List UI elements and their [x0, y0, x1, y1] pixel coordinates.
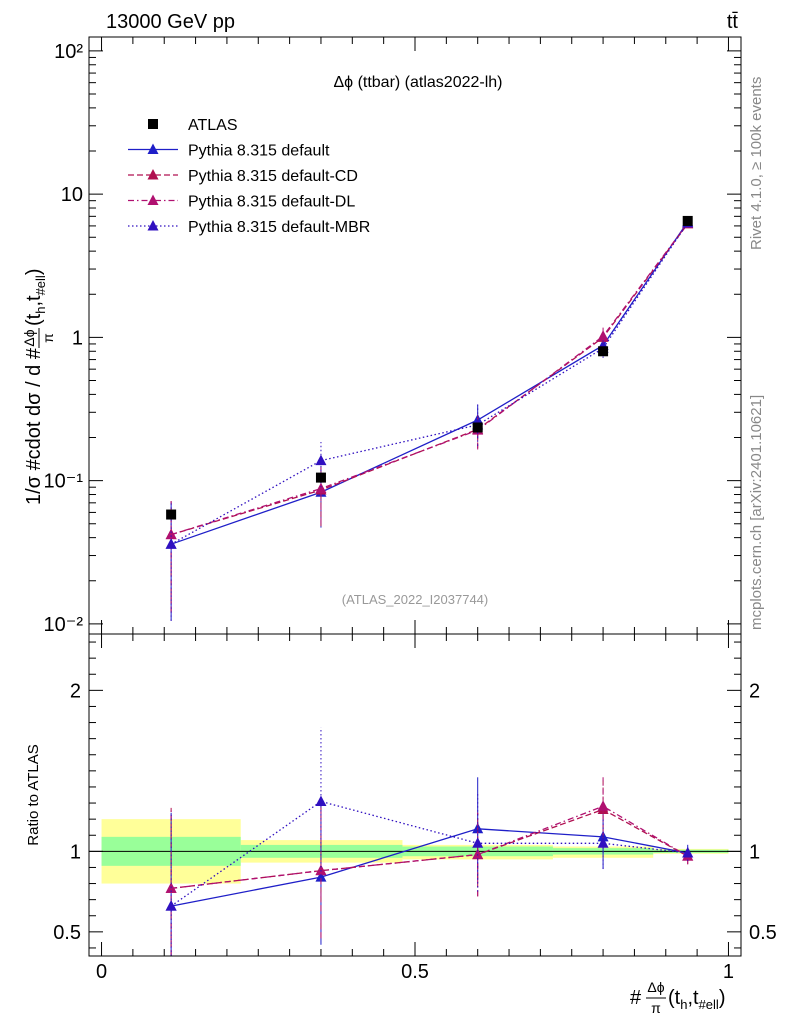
main-ylabel-frac-den: π — [40, 333, 56, 343]
main-ytick-label: 1 — [72, 327, 83, 349]
main-series-line — [170, 221, 689, 545]
main-data-point — [472, 422, 483, 433]
header-process-label: tt̄ — [727, 11, 739, 33]
main-title: Δϕ (ttbar) (atlas2022-lh) — [333, 74, 502, 91]
main-data-point — [598, 346, 609, 357]
main-ytick-label: 10² — [54, 41, 83, 63]
main-ytick-labels: 10⁻² 10⁻¹ 1 10 10² — [44, 41, 84, 636]
ratio-ytick-label-right: 1 — [749, 841, 760, 863]
ratio-ytick-labels: 0.5 0.5 1 1 2 2 — [53, 680, 777, 944]
ratio-data-point — [315, 795, 327, 806]
header-beam-label: 13000 GeV pp — [106, 11, 235, 33]
side-label-mcplots: mcplots.cern.ch [arXiv:2401.10621] — [748, 395, 765, 630]
main-ytick-label: 10⁻² — [44, 614, 84, 636]
ratio-data-point — [472, 848, 484, 860]
ratio-ytick-label-right: 0.5 — [749, 922, 777, 944]
legend-label: Pythia 8.315 default-CD — [188, 168, 358, 185]
legend-item: Pythia 8.315 default — [128, 143, 330, 160]
main-series-line — [170, 223, 689, 536]
legend: ATLAS Pythia 8.315 default Pythia 8.315 de… — [128, 117, 370, 236]
main-data-point — [315, 482, 327, 494]
main-series-pythia-8-315-default-cd — [165, 217, 694, 613]
ratio-xlabel-frac-den: π — [651, 1000, 661, 1016]
legend-item: Pythia 8.315 default-DL — [128, 194, 355, 211]
legend-item: Pythia 8.315 default-MBR — [128, 219, 370, 236]
ratio-series-pythia-8-315-default-dl — [165, 777, 694, 956]
ratio-xlabel: # Δϕ π (th,t#ell) — [630, 979, 726, 1016]
main-frame — [88, 36, 742, 635]
ratio-series-layer — [165, 727, 694, 956]
main-ytick-label: 10⁻¹ — [44, 471, 84, 493]
ratio-axis-ticks — [89, 634, 741, 956]
ratio-xlabel-frac-num: Δϕ — [647, 979, 664, 995]
legend-label: ATLAS — [188, 117, 238, 134]
legend-item: ATLAS — [148, 117, 238, 134]
legend-marker — [147, 220, 159, 231]
ratio-series-line — [171, 805, 689, 890]
ratio-frame — [88, 633, 742, 957]
ratio-data-point — [597, 800, 609, 811]
main-ylabel: 1/σ #cdot dσ / d # Δϕ π (th,t#ell) — [21, 269, 56, 506]
legend-marker — [147, 194, 159, 205]
ratio-data-point — [472, 837, 484, 848]
main-series-line — [170, 222, 689, 545]
legend-marker — [147, 143, 159, 154]
ratio-data-point — [165, 900, 177, 911]
ratio-xtick-labels: 0 0.5 1 — [96, 961, 734, 983]
side-label-rivet: Rivet 4.1.0, ≥ 100k events — [748, 77, 765, 250]
legend-marker — [147, 169, 159, 180]
ratio-ytick-label-left: 1 — [70, 841, 81, 863]
main-data-point — [597, 330, 609, 341]
main-ylabel-tail: (th,t#ell) — [23, 269, 48, 327]
ratio-xtick-label: 1 — [723, 961, 734, 983]
ratio-ytick-label-right: 2 — [749, 680, 760, 702]
main-data-point — [315, 472, 326, 483]
main-ytick-label: 10 — [61, 184, 83, 206]
ratio-data-point — [315, 871, 327, 882]
ratio-data-point — [315, 864, 327, 876]
ratio-uncertainty-bands — [89, 819, 741, 884]
main-series-layer — [165, 215, 694, 621]
ratio-series-pythia-8-315-default-mbr — [165, 727, 694, 956]
main-data-point — [165, 528, 177, 540]
main-series-atlas — [166, 215, 693, 520]
legend-label: Pythia 8.315 default — [188, 143, 330, 160]
main-panel: Δϕ (ttbar) (atlas2022-lh) (ATLAS_2022_I2… — [21, 36, 742, 636]
legend-label: Pythia 8.315 default-DL — [188, 194, 355, 211]
main-data-point — [682, 215, 693, 226]
ratio-ylabel: Ratio to ATLAS — [25, 744, 42, 845]
main-ylabel-frac-num: Δϕ — [21, 329, 37, 346]
main-series-pythia-8-315-default-dl — [165, 217, 694, 613]
legend-marker — [148, 119, 158, 129]
ratio-xtick-label: 0 — [96, 961, 107, 983]
ratio-ytick-label-left: 2 — [70, 680, 81, 702]
main-series-line — [170, 222, 689, 536]
main-data-point — [166, 509, 177, 520]
ratio-data-point — [682, 846, 694, 858]
main-data-point — [165, 538, 177, 549]
main-data-point — [315, 454, 327, 466]
analysis-watermark: (ATLAS_2022_I2037744) — [342, 592, 488, 607]
ratio-data-point — [597, 837, 609, 848]
legend-item: Pythia 8.315 default-CD — [128, 168, 358, 185]
ratio-ytick-label-left: 0.5 — [53, 922, 81, 944]
main-ylabel-text: 1/σ #cdot dσ / d # — [23, 347, 45, 505]
ratio-series-pythia-8-315-default — [165, 777, 694, 956]
ratio-xlabel-prefix: # — [630, 987, 642, 1009]
legend-label: Pythia 8.315 default-MBR — [188, 219, 370, 236]
main-series-pythia-8-315-default-mbr — [165, 216, 694, 621]
ratio-panel: 0.5 0.51 12 2 0 0.5 1 Ratio to ATLAS # Δϕ π (… — [25, 633, 777, 1016]
ratio-series-pythia-8-315-default-cd — [165, 780, 694, 956]
main-series-pythia-8-315-default — [165, 215, 694, 621]
main-axis-ticks — [89, 37, 741, 634]
ratio-xtick-label: 0.5 — [401, 961, 429, 983]
ratio-xlabel-tail: (th,t#ell) — [668, 987, 726, 1012]
